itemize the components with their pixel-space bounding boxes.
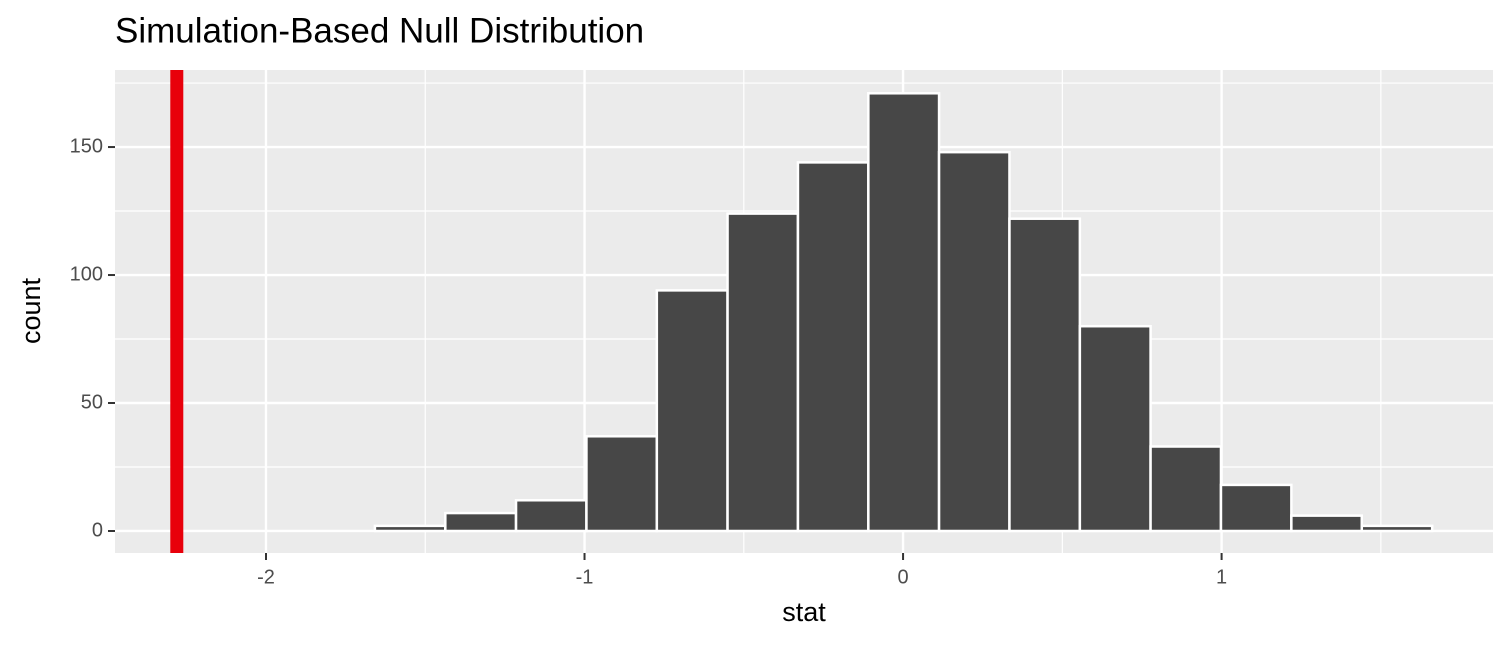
- bar: [655, 289, 729, 533]
- bar: [1149, 445, 1223, 533]
- y-axis-title: count: [16, 277, 46, 344]
- y-tick-label: 150: [70, 135, 103, 157]
- bar: [867, 92, 941, 533]
- chart-title: Simulation-Based Null Distribution: [115, 11, 644, 50]
- bar: [585, 435, 659, 533]
- bar: [1078, 324, 1152, 533]
- bar: [1290, 514, 1364, 533]
- x-tick-label: 0: [898, 566, 909, 588]
- bar: [444, 511, 518, 533]
- x-axis-title: stat: [782, 597, 826, 627]
- bar: [726, 212, 800, 533]
- x-tick-label: 1: [1216, 566, 1227, 588]
- y-tick-label: 0: [92, 519, 103, 541]
- bar: [1008, 217, 1082, 533]
- bar: [796, 161, 870, 533]
- bar: [373, 524, 447, 533]
- bar: [514, 499, 588, 533]
- y-tick-label: 50: [81, 391, 103, 413]
- bar: [937, 150, 1011, 533]
- y-tick-label: 100: [70, 263, 103, 285]
- bar: [1219, 483, 1293, 533]
- x-tick-label: -1: [576, 566, 594, 588]
- x-tick-label: -2: [257, 566, 275, 588]
- bar: [1360, 524, 1434, 533]
